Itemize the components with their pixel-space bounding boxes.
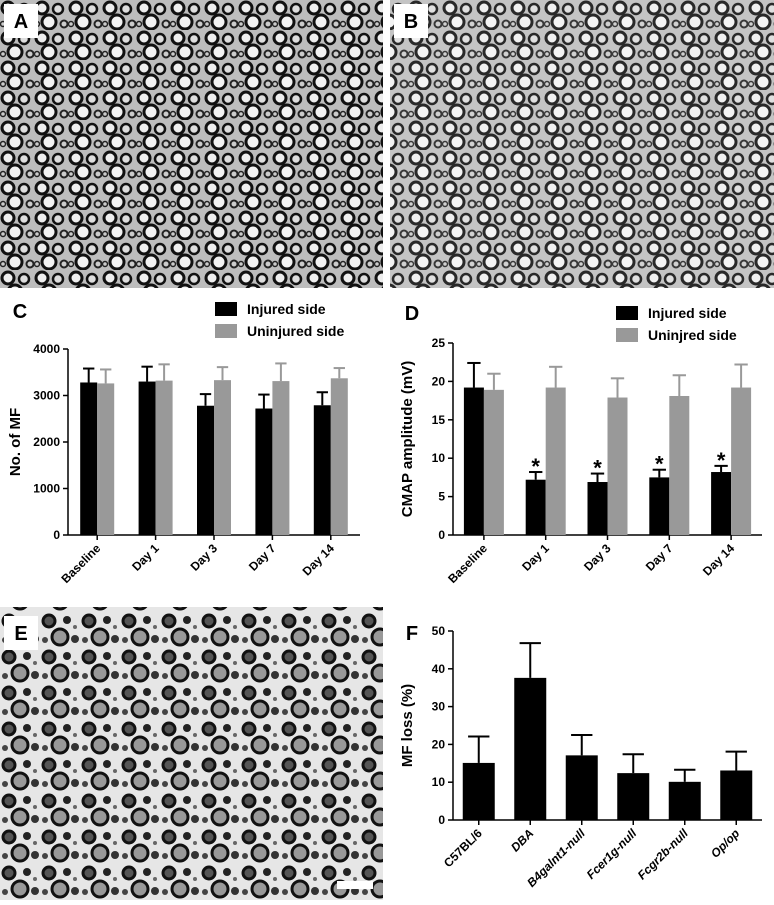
bar (587, 482, 608, 535)
bar (255, 408, 273, 535)
significance-marker: * (655, 452, 664, 477)
y-tick-label: 20 (432, 374, 446, 388)
bar (138, 381, 156, 535)
legend-swatch (215, 302, 237, 316)
y-tick-label: 50 (432, 624, 446, 638)
bar (330, 378, 348, 535)
y-axis-label: CMAP amplitude (mV) (399, 361, 416, 517)
micrograph-b: B (390, 0, 774, 288)
x-tick-label: Op/op (708, 826, 742, 860)
bar (197, 405, 214, 535)
bar (545, 387, 566, 535)
bar (463, 387, 484, 535)
legend-label: Injured side (247, 301, 326, 317)
y-tick-label: 4000 (33, 342, 60, 356)
x-tick-label: Day 14 (700, 541, 737, 578)
y-axis-label: MF loss (%) (399, 684, 416, 767)
y-tick-label: 25 (432, 336, 446, 350)
scale-bar (337, 881, 373, 889)
bar (313, 405, 331, 535)
x-tick-label: Day 1 (519, 541, 552, 574)
y-tick-label: 0 (438, 528, 445, 542)
legend-swatch (616, 328, 638, 342)
x-tick-label: Day 7 (643, 541, 676, 574)
bar (607, 397, 628, 535)
bar (617, 773, 650, 820)
x-tick-label: Baseline (59, 541, 104, 586)
significance-marker: * (593, 456, 602, 481)
y-tick-label: 10 (432, 451, 446, 465)
legend-label: Injured side (648, 305, 727, 321)
bar (565, 755, 598, 820)
legend-label: Uninjured side (247, 323, 344, 339)
x-tick-label: C57BL/6 (441, 826, 485, 870)
y-tick-label: 0 (438, 813, 445, 827)
bar (483, 389, 504, 535)
bar (97, 383, 115, 535)
legend-label: Uninjred side (648, 327, 737, 343)
x-tick-label: Day 14 (300, 541, 337, 578)
bar (155, 380, 173, 535)
x-tick-label: Fcer1g-null (584, 826, 640, 882)
y-tick-label: 40 (432, 662, 446, 676)
panel-label: D (405, 303, 419, 325)
x-tick-label: Fcgr2b-null (635, 826, 692, 883)
panel-label: B (404, 11, 418, 33)
micrograph-e: E (0, 607, 383, 900)
bar (80, 382, 98, 535)
bar (514, 677, 547, 820)
x-tick-label: Day 3 (188, 541, 221, 574)
significance-marker: * (717, 448, 726, 473)
y-tick-label: 2000 (33, 435, 60, 449)
x-tick-label: Day 3 (581, 541, 614, 574)
bar (525, 479, 546, 535)
y-axis-label: No. of MF (7, 408, 24, 476)
bar (669, 395, 690, 535)
micrograph-a: A (0, 0, 383, 288)
x-tick-label: Baseline (445, 541, 490, 586)
y-tick-label: 10 (432, 775, 446, 789)
legend-swatch (616, 306, 638, 320)
bar (731, 387, 752, 535)
significance-marker: * (531, 454, 540, 479)
bar (462, 762, 495, 820)
bar (711, 472, 732, 535)
y-tick-label: 15 (432, 413, 446, 427)
bar (214, 380, 231, 535)
y-tick-label: 1000 (33, 482, 60, 496)
y-tick-label: 3000 (33, 389, 60, 403)
x-tick-label: DBA (508, 826, 536, 854)
bar (720, 770, 753, 820)
panel-label: F (406, 623, 418, 645)
legend-swatch (215, 324, 237, 338)
x-tick-label: Day 1 (129, 541, 162, 574)
x-tick-label: Day 7 (246, 541, 279, 574)
bar (668, 781, 701, 820)
y-tick-label: 0 (53, 528, 60, 542)
bar (272, 381, 290, 535)
y-tick-label: 5 (438, 490, 445, 504)
bar (649, 477, 670, 535)
panel-label: A (14, 11, 28, 33)
y-tick-label: 20 (432, 737, 446, 751)
y-tick-label: 30 (432, 700, 446, 714)
panel-label: E (14, 623, 27, 645)
panel-label: C (13, 301, 27, 323)
